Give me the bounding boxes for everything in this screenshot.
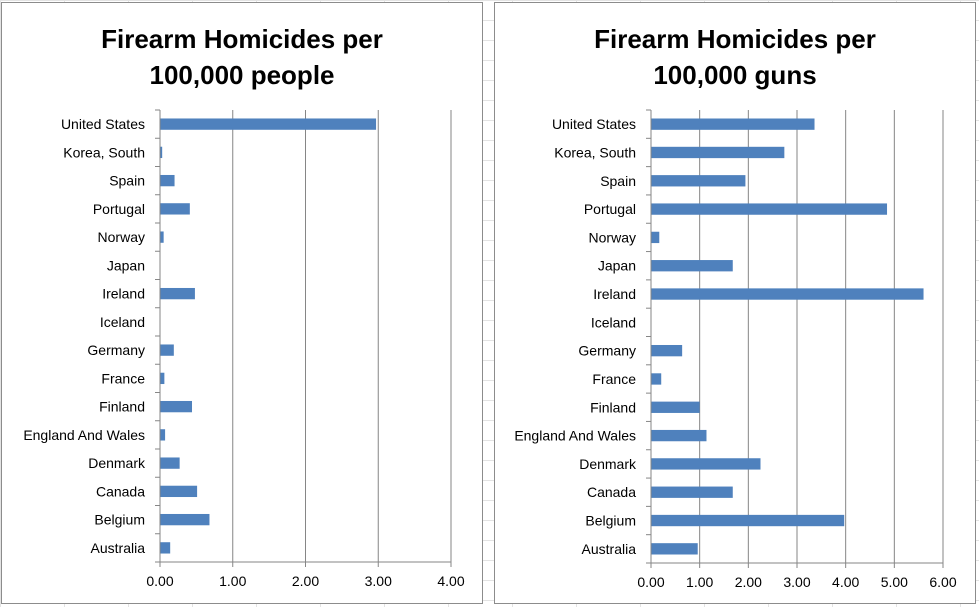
- chart-right-x-tick-label: 4.00: [832, 574, 859, 590]
- chart-right-title-line-2: 100,000 guns: [653, 60, 817, 90]
- chart-left-bar-france[interactable]: [160, 372, 165, 385]
- chart-right-category-label-portugal: Portugal: [584, 201, 636, 217]
- chart-left-category-label-portugal: Portugal: [93, 201, 145, 217]
- chart-right-bar-korea-south[interactable]: [651, 146, 785, 159]
- chart-right-bar-united-states[interactable]: [651, 118, 815, 130]
- chart-right-category-label-japan: Japan: [598, 258, 636, 274]
- chart-left[interactable]: Firearm Homicides per 100,000 people 0.0…: [1, 2, 483, 604]
- chart-right-plot: 0.00 1.00 2.00 3.00 4.00 5.00 6.00 United State…: [514, 109, 957, 590]
- chart-left-category-label-denmark: Denmark: [88, 455, 146, 471]
- chart-left-category-label-iceland: Iceland: [100, 314, 145, 330]
- chart-right-x-tick-label: 0.00: [637, 574, 664, 590]
- chart-right-x-tick-label: 3.00: [783, 574, 810, 590]
- chart-left-category-label-germany: Germany: [87, 342, 145, 358]
- chart-right-category-label-united-states: United States: [552, 116, 636, 132]
- chart-right-category-label-denmark: Denmark: [579, 456, 637, 472]
- chart-left-category-label-ireland: Ireland: [102, 286, 145, 302]
- chart-right-x-tick-label: 1.00: [686, 574, 713, 590]
- chart-left-category-label-japan: Japan: [107, 257, 145, 273]
- chart-right-category-label-ireland: Ireland: [593, 286, 636, 302]
- chart-left-bar-england-and-wales[interactable]: [160, 429, 166, 441]
- chart-right-bar-ireland[interactable]: [651, 288, 924, 300]
- chart-right-category-label-england-and-wales: England And Wales: [514, 428, 636, 444]
- chart-right-category-label-korea-south: Korea, South: [554, 144, 636, 160]
- chart-right-category-label-belgium: Belgium: [585, 513, 636, 529]
- chart-left-x-tick-label: 2.00: [292, 573, 319, 589]
- chart-left-title-line-2: 100,000 people: [149, 60, 335, 90]
- chart-left-bar-ireland[interactable]: [160, 287, 195, 300]
- chart-left-bar-portugal[interactable]: [160, 203, 190, 215]
- chart-right-bar-germany[interactable]: [651, 344, 683, 357]
- chart-left-category-label-belgium: Belgium: [94, 512, 145, 528]
- chart-right-bar-england-and-wales[interactable]: [651, 429, 707, 442]
- chart-left-bar-norway[interactable]: [160, 231, 164, 243]
- chart-right-bar-norway[interactable]: [651, 231, 660, 244]
- chart-left-bar-canada[interactable]: [160, 485, 198, 498]
- chart-right-bar-belgium[interactable]: [651, 514, 845, 527]
- chart-left-bar-denmark[interactable]: [160, 457, 180, 469]
- chart-right-category-label-canada: Canada: [587, 484, 636, 500]
- chart-left-bar-united-states[interactable]: [160, 118, 377, 130]
- chart-left-category-label-australia: Australia: [91, 540, 146, 556]
- chart-right-bar-australia[interactable]: [651, 543, 698, 555]
- chart-left-bar-spain[interactable]: [160, 174, 175, 187]
- chart-left-x-tick-label: 3.00: [365, 573, 392, 589]
- chart-left-x-tick-label: 4.00: [437, 573, 464, 589]
- chart-left-bar-finland[interactable]: [160, 400, 193, 413]
- chart-left-category-label-spain: Spain: [109, 173, 145, 189]
- chart-right-bar-denmark[interactable]: [651, 458, 761, 470]
- chart-right-category-label-france: France: [592, 371, 636, 387]
- chart-left-x-tick-label: 1.00: [219, 573, 246, 589]
- chart-right-bar-portugal[interactable]: [651, 203, 888, 215]
- chart-left-category-label-korea-south: Korea, South: [63, 144, 145, 160]
- chart-right[interactable]: Firearm Homicides per 100,000 guns 0.00 1…: [494, 2, 976, 604]
- chart-left-bar-korea-south[interactable]: [160, 146, 163, 159]
- chart-left-category-label-france: France: [101, 370, 145, 386]
- chart-right-x-tick-label: 5.00: [881, 574, 908, 590]
- chart-left-x-tick-label: 0.00: [146, 573, 173, 589]
- chart-right-category-label-norway: Norway: [589, 229, 636, 245]
- chart-left-bar-belgium[interactable]: [160, 513, 210, 526]
- chart-right-bar-canada[interactable]: [651, 486, 733, 498]
- chart-right-title-line-1: Firearm Homicides per: [594, 24, 876, 54]
- chart-right-x-tick-label: 2.00: [735, 574, 762, 590]
- chart-right-category-label-spain: Spain: [600, 173, 636, 189]
- chart-right-bar-france[interactable]: [651, 373, 662, 385]
- chart-left-category-label-england-and-wales: England And Wales: [23, 427, 145, 443]
- chart-right-x-tick-label: 6.00: [929, 574, 956, 590]
- chart-left-category-label-finland: Finland: [99, 399, 145, 415]
- chart-left-category-label-norway: Norway: [98, 229, 145, 245]
- chart-left-bar-australia[interactable]: [160, 542, 171, 554]
- chart-right-bar-japan[interactable]: [651, 260, 733, 272]
- chart-left-plot: 0.00 1.00 2.00 3.00 4.00 United States Korea, …: [23, 109, 465, 589]
- chart-right-bar-spain[interactable]: [651, 175, 746, 187]
- chart-right-category-label-finland: Finland: [590, 399, 636, 415]
- chart-right-category-label-australia: Australia: [582, 541, 637, 557]
- chart-left-title-line-1: Firearm Homicides per: [101, 24, 383, 54]
- chart-left-category-label-canada: Canada: [96, 483, 145, 499]
- chart-left-category-label-united-states: United States: [61, 116, 145, 132]
- chart-right-category-label-iceland: Iceland: [591, 314, 636, 330]
- chart-right-category-label-germany: Germany: [578, 343, 636, 359]
- chart-right-bar-finland[interactable]: [651, 401, 700, 413]
- chart-left-bar-germany[interactable]: [160, 344, 174, 356]
